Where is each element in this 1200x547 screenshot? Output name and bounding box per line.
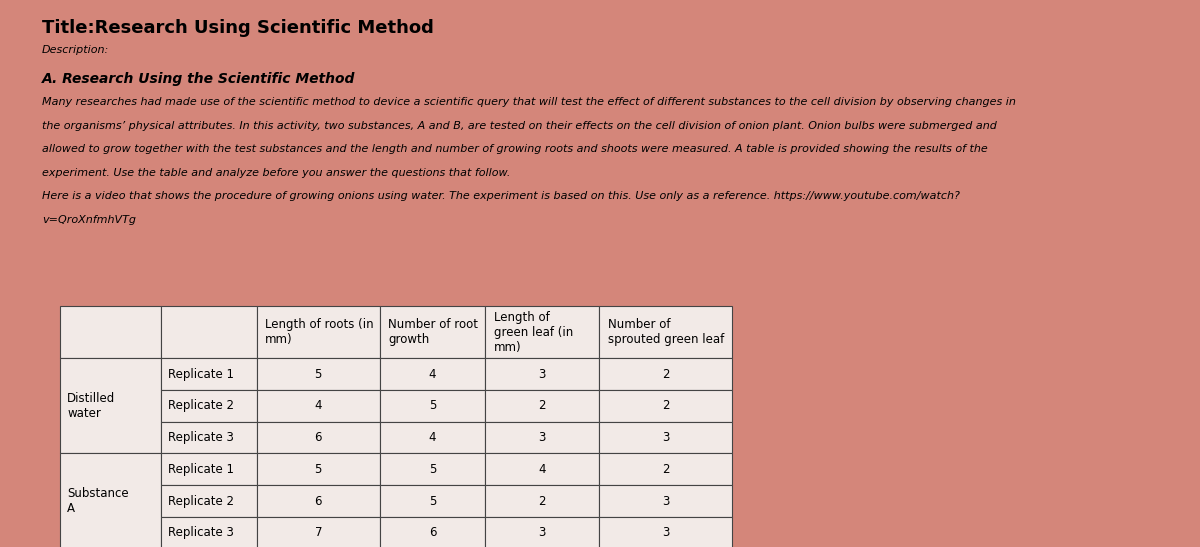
Text: Replicate 2: Replicate 2: [168, 399, 234, 412]
Bar: [257, 453, 380, 485]
Text: 2: 2: [662, 399, 670, 412]
Text: 4: 4: [539, 463, 546, 476]
Text: 7: 7: [314, 526, 322, 539]
Bar: [485, 306, 600, 358]
Text: Distilled
water: Distilled water: [67, 392, 115, 420]
Bar: [380, 485, 485, 517]
Text: Length of roots (in
mm): Length of roots (in mm): [265, 318, 373, 346]
Bar: [60, 306, 161, 358]
Text: 2: 2: [539, 494, 546, 508]
Text: 6: 6: [314, 494, 322, 508]
Bar: [257, 422, 380, 453]
Text: experiment. Use the table and analyze before you answer the questions that follo: experiment. Use the table and analyze be…: [42, 168, 510, 178]
Text: 3: 3: [539, 526, 546, 539]
Bar: [485, 358, 600, 390]
Text: 5: 5: [428, 463, 437, 476]
Text: 5: 5: [428, 399, 437, 412]
Bar: [257, 306, 380, 358]
Bar: [600, 358, 732, 390]
Bar: [485, 390, 600, 422]
Bar: [161, 422, 257, 453]
Bar: [485, 485, 600, 517]
Text: Number of
sprouted green leaf: Number of sprouted green leaf: [608, 318, 724, 346]
Text: 3: 3: [539, 368, 546, 381]
Text: 2: 2: [662, 463, 670, 476]
Text: 2: 2: [539, 399, 546, 412]
Text: 3: 3: [539, 431, 546, 444]
Text: 4: 4: [428, 368, 437, 381]
Bar: [161, 306, 257, 358]
Text: Length of
green leaf (in
mm): Length of green leaf (in mm): [493, 311, 572, 354]
Bar: [257, 390, 380, 422]
Bar: [600, 422, 732, 453]
Text: the organisms’ physical attributes. In this activity, two substances, A and B, a: the organisms’ physical attributes. In t…: [42, 121, 997, 131]
Bar: [161, 517, 257, 547]
Text: v=QroXnfmhVTg: v=QroXnfmhVTg: [42, 215, 136, 225]
Bar: [161, 390, 257, 422]
Text: 2: 2: [662, 368, 670, 381]
Text: Number of root
growth: Number of root growth: [389, 318, 479, 346]
Text: Many researches had made use of the scientific method to device a scientific que: Many researches had made use of the scie…: [42, 97, 1016, 107]
Text: Here is a video that shows the procedure of growing onions using water. The expe: Here is a video that shows the procedure…: [42, 191, 960, 201]
Bar: [600, 390, 732, 422]
Bar: [161, 358, 257, 390]
Bar: [600, 517, 732, 547]
Text: allowed to grow together with the test substances and the length and number of g: allowed to grow together with the test s…: [42, 144, 988, 154]
Bar: [380, 390, 485, 422]
Bar: [60, 358, 161, 453]
Bar: [380, 422, 485, 453]
Text: 3: 3: [662, 494, 670, 508]
Text: Replicate 1: Replicate 1: [168, 368, 234, 381]
Bar: [257, 517, 380, 547]
Text: Description:: Description:: [42, 45, 109, 55]
Text: 5: 5: [314, 368, 322, 381]
Bar: [600, 306, 732, 358]
Bar: [380, 453, 485, 485]
Text: 4: 4: [314, 399, 322, 412]
Bar: [161, 453, 257, 485]
Bar: [485, 517, 600, 547]
Text: A. Research Using the Scientific Method: A. Research Using the Scientific Method: [42, 72, 355, 86]
Text: Replicate 1: Replicate 1: [168, 463, 234, 476]
Text: Replicate 3: Replicate 3: [168, 431, 234, 444]
Text: 5: 5: [314, 463, 322, 476]
Bar: [257, 358, 380, 390]
Bar: [600, 485, 732, 517]
Bar: [161, 485, 257, 517]
Text: 3: 3: [662, 431, 670, 444]
Text: 3: 3: [662, 526, 670, 539]
Bar: [485, 453, 600, 485]
Text: Replicate 2: Replicate 2: [168, 494, 234, 508]
Text: Replicate 3: Replicate 3: [168, 526, 234, 539]
Text: Substance
A: Substance A: [67, 487, 128, 515]
Bar: [380, 358, 485, 390]
Bar: [380, 517, 485, 547]
Text: Title:Research Using Scientific Method: Title:Research Using Scientific Method: [42, 19, 434, 37]
Text: 6: 6: [428, 526, 437, 539]
Bar: [257, 485, 380, 517]
Bar: [60, 453, 161, 547]
Text: 6: 6: [314, 431, 322, 444]
Bar: [485, 422, 600, 453]
Bar: [600, 453, 732, 485]
Bar: [380, 306, 485, 358]
Text: 5: 5: [428, 494, 437, 508]
Text: 4: 4: [428, 431, 437, 444]
